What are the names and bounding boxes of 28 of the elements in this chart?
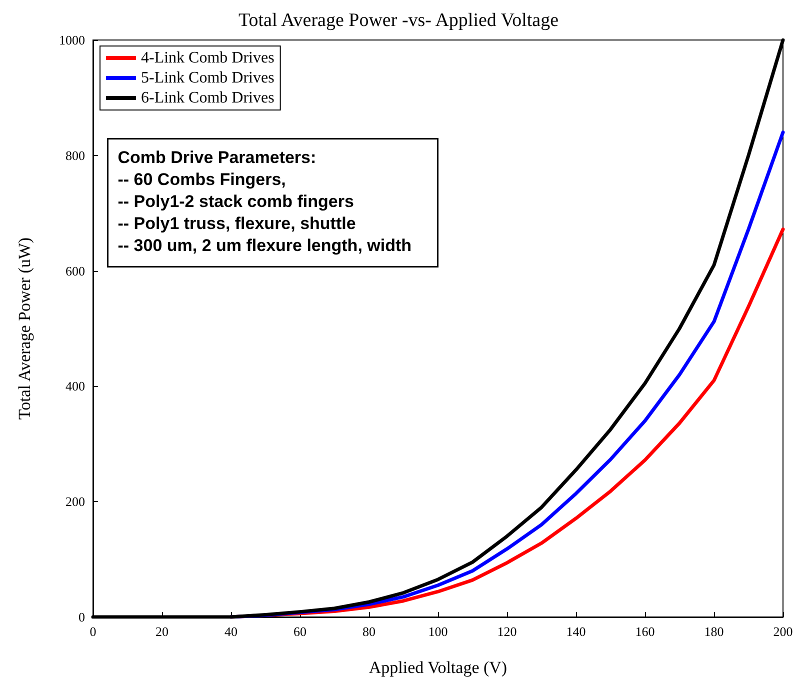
x-tick-label: 180	[704, 624, 724, 639]
y-tick-label: 400	[66, 378, 85, 394]
y-tick-label: 0	[78, 610, 85, 624]
y-tick-label: 200	[66, 494, 85, 510]
x-tick-label: 40	[224, 624, 238, 639]
legend-label: 6-Link Comb Drives	[141, 90, 274, 106]
x-tick-label: 200	[773, 624, 793, 639]
y-tick-label: 600	[66, 263, 85, 278]
x-tick-label: 100	[428, 624, 448, 639]
y-axis-title: Total Average Power (uW)	[15, 237, 34, 420]
x-axis-title: Applied Voltage (V)	[368, 658, 508, 677]
x-tick-label: 80	[362, 624, 376, 639]
x-tick-label: 160	[635, 624, 655, 639]
x-tick-label: 60	[294, 624, 306, 639]
annotation: -- 60 Combs Fingers,	[118, 170, 286, 189]
legend-label: 5-Link Comb Drives	[141, 70, 274, 86]
x-tick-label: 0	[90, 624, 96, 639]
chart-title: Total Average Power -vs- Applied Voltage	[238, 10, 559, 31]
annotation: Comb Drive Parameters:	[118, 148, 316, 167]
annotation: -- Poly1-2 stack comb fingers	[118, 192, 354, 211]
legend-label: 4-Link Comb Drives	[141, 50, 274, 66]
annotation: -- 300 um, 2 um flexure length, width	[118, 236, 412, 255]
annotation: -- Poly1 truss, flexure, shuttle	[118, 214, 356, 233]
x-tick-label: 140	[566, 624, 586, 639]
y-tick-label: 800	[66, 148, 85, 163]
x-tick-label: 120	[497, 624, 517, 639]
y-tick-label: 1000	[59, 32, 85, 48]
x-tick-label: 20	[156, 624, 168, 639]
